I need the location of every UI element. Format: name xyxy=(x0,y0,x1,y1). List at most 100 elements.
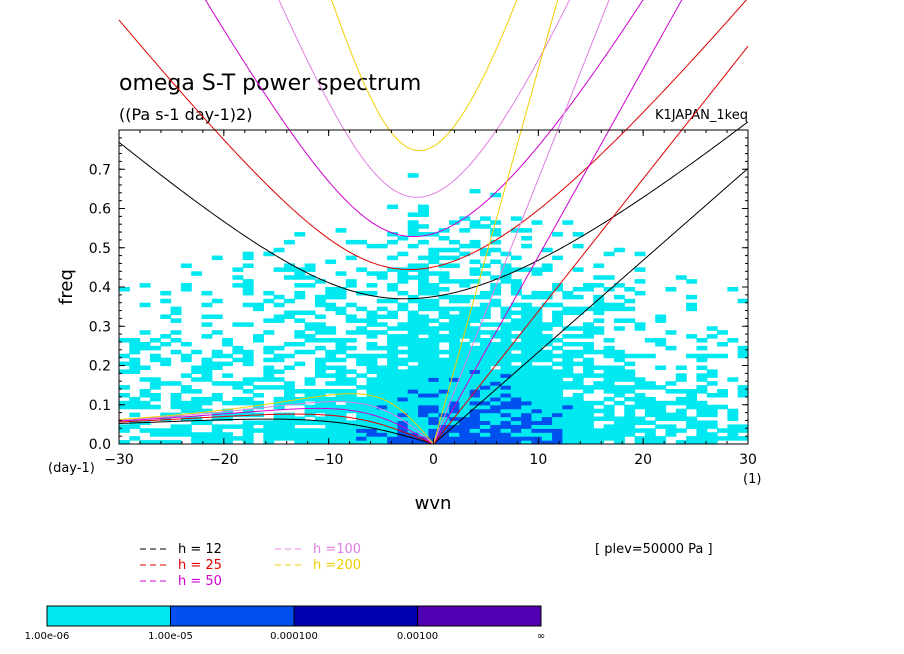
heatmap-cell xyxy=(387,298,399,304)
heatmap-cell xyxy=(634,377,646,382)
heatmap-cell xyxy=(531,326,543,331)
heatmap-cell xyxy=(603,353,615,359)
heatmap-cell xyxy=(510,412,522,418)
heatmap-cell xyxy=(572,341,584,347)
heatmap-cell xyxy=(541,416,553,422)
heatmap-cell xyxy=(727,428,739,433)
heatmap-cell xyxy=(593,373,605,378)
heatmap-cell xyxy=(552,310,563,316)
heatmap-cell xyxy=(283,314,295,319)
heatmap-cell xyxy=(686,424,698,429)
heatmap-cell xyxy=(366,330,378,335)
heatmap-cell xyxy=(706,424,718,429)
heatmap-cell xyxy=(603,408,615,414)
heatmap-cell xyxy=(325,424,337,429)
heatmap-cell xyxy=(376,314,388,319)
heatmap-cell xyxy=(129,345,141,351)
heatmap-cell xyxy=(273,428,285,433)
heatmap-cell xyxy=(335,349,347,355)
heatmap-cell xyxy=(552,381,563,386)
heatmap-cell xyxy=(510,334,522,339)
heatmap-cell xyxy=(273,404,285,410)
heatmap-cell xyxy=(562,353,574,359)
heatmap-cell xyxy=(552,428,563,433)
heatmap-cell xyxy=(387,255,399,261)
heatmap-cell xyxy=(253,338,264,343)
heatmap-cell xyxy=(201,420,213,425)
heatmap-cell xyxy=(655,400,667,406)
heatmap-cell xyxy=(242,287,254,292)
heatmap-cell xyxy=(191,396,203,402)
heatmap-cell xyxy=(541,424,553,429)
heatmap-cell xyxy=(521,369,533,374)
heatmap-cell xyxy=(490,400,502,406)
heatmap-cell xyxy=(397,377,409,382)
heatmap-cell xyxy=(490,436,502,441)
heatmap-cell xyxy=(717,428,728,433)
heatmap-cell xyxy=(356,404,368,410)
heatmap-cell xyxy=(242,302,254,308)
heatmap-cell xyxy=(510,255,522,261)
heatmap-cell xyxy=(583,436,594,441)
heatmap-cell xyxy=(644,440,656,444)
heatmap-cell xyxy=(593,330,605,335)
heatmap-cell xyxy=(459,369,471,374)
heatmap-cell xyxy=(510,377,522,382)
heatmap-cell xyxy=(407,369,419,374)
heatmap-cell xyxy=(665,424,677,429)
heatmap-cell xyxy=(717,330,728,335)
heatmap-cell xyxy=(407,341,419,347)
heatmap-cell xyxy=(428,381,440,386)
heatmap-cell xyxy=(469,377,481,382)
kelvin-curve-2 xyxy=(433,0,683,444)
heatmap-cell xyxy=(376,369,388,374)
heatmap-cell xyxy=(418,365,429,371)
heatmap-cell xyxy=(397,338,409,343)
heatmap-cell xyxy=(448,239,460,245)
heatmap-cell xyxy=(160,416,172,422)
heatmap-cell xyxy=(232,400,244,406)
heatmap-cell xyxy=(531,428,543,433)
heatmap-cell xyxy=(376,412,388,418)
heatmap-cell xyxy=(521,330,533,335)
heatmap-cell xyxy=(160,314,172,319)
heatmap-cell xyxy=(283,396,295,402)
heatmap-cell xyxy=(562,306,574,312)
heatmap-cell xyxy=(418,385,429,390)
heatmap-cell xyxy=(613,389,625,394)
heatmap-cell xyxy=(149,353,161,359)
heatmap-cell xyxy=(438,275,450,280)
heatmap-cell xyxy=(387,204,399,210)
heatmap-cell xyxy=(510,424,522,429)
heatmap-cell xyxy=(572,310,584,316)
heatmap-cell xyxy=(572,267,584,272)
heatmap-cell xyxy=(469,432,481,437)
heatmap-cell xyxy=(242,377,254,382)
heatmap-cell xyxy=(686,436,698,441)
heatmap-cell xyxy=(541,357,553,363)
heatmap-cell xyxy=(335,392,347,398)
heatmap-cell xyxy=(521,228,533,233)
heatmap-cell xyxy=(521,381,533,386)
heatmap-cell xyxy=(624,377,636,382)
x-unit-label: (1) xyxy=(743,472,761,487)
heatmap-cell xyxy=(479,357,491,363)
heatmap-cell xyxy=(129,412,141,418)
heatmap-cell xyxy=(325,408,337,414)
heatmap-cell xyxy=(510,341,522,347)
heatmap-cell xyxy=(139,330,151,335)
heatmap-cell xyxy=(428,424,440,429)
heatmap-cell xyxy=(531,334,543,339)
heatmap-cell xyxy=(531,349,543,355)
heatmap-cell xyxy=(387,389,399,394)
heatmap-cell xyxy=(644,385,656,390)
heatmap-cell xyxy=(603,428,615,433)
heatmap-cell xyxy=(139,428,151,433)
heatmap-cell xyxy=(407,345,419,351)
heatmap-cell xyxy=(160,432,172,437)
heatmap-cell xyxy=(242,400,254,406)
heatmap-cell xyxy=(345,428,357,433)
heatmap-cell xyxy=(366,416,378,422)
heatmap-cell xyxy=(222,353,234,359)
heatmap-cell xyxy=(603,306,615,312)
